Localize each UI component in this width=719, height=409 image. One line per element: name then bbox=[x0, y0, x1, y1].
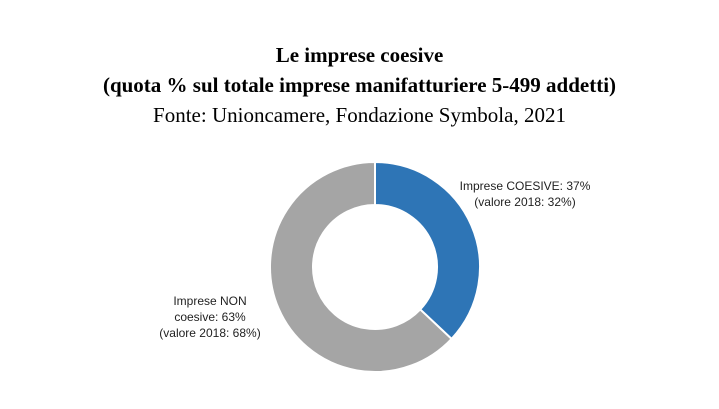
chart-title-block: Le imprese coesive (quota % sul totale i… bbox=[0, 40, 719, 130]
slice-label-non-coesive-line2: coesive: 63% bbox=[174, 310, 246, 324]
slice-label-non-coesive-line1: Imprese NON bbox=[173, 294, 247, 308]
slice-coesive bbox=[374, 160, 481, 341]
slice-label-non-coesive: Imprese NON coesive: 63% (valore 2018: 6… bbox=[140, 293, 280, 341]
slice-label-coesive-line1: Imprese COESIVE: 37% bbox=[459, 179, 591, 193]
chart-subtitle: (quota % sul totale imprese manifatturie… bbox=[102, 73, 617, 97]
slice-label-non-coesive-line3: (valore 2018: 68%) bbox=[159, 326, 261, 340]
slice-non-coesive bbox=[269, 160, 453, 373]
slice-label-coesive: Imprese COESIVE: 37% (valore 2018: 32%) bbox=[440, 178, 610, 210]
chart-source: Fonte: Unioncamere, Fondazione Symbola, … bbox=[153, 103, 566, 127]
chart-title: Le imprese coesive bbox=[275, 43, 444, 67]
slice-label-coesive-line2: (valore 2018: 32%) bbox=[474, 195, 576, 209]
